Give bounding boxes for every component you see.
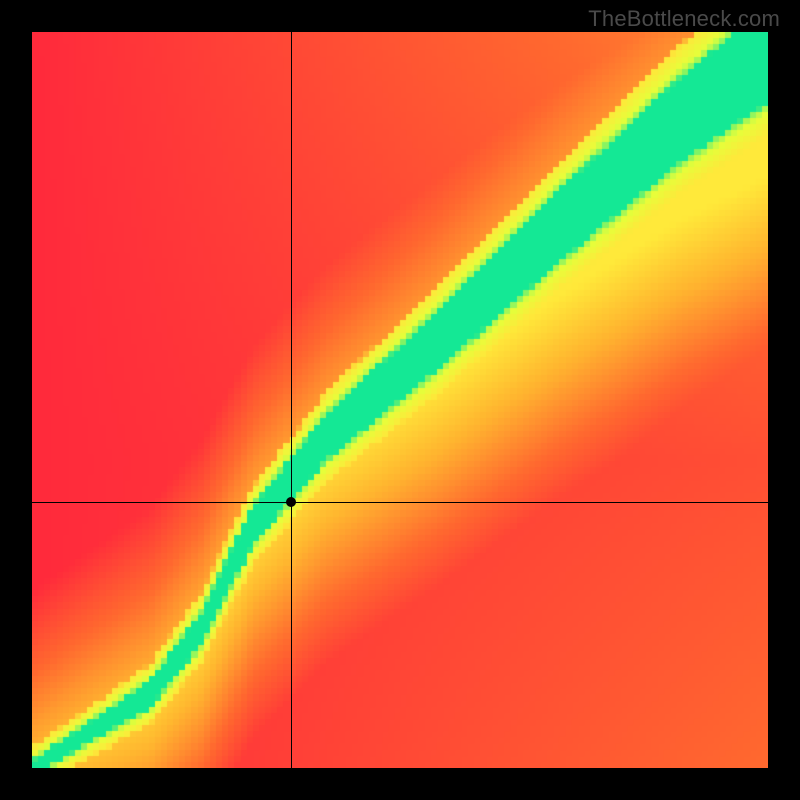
crosshair-horizontal [32,502,768,503]
crosshair-vertical [291,32,292,768]
watermark-text: TheBottleneck.com [588,6,780,32]
crosshair-marker [286,497,296,507]
heatmap-canvas [32,32,768,768]
plot-area [32,32,768,768]
